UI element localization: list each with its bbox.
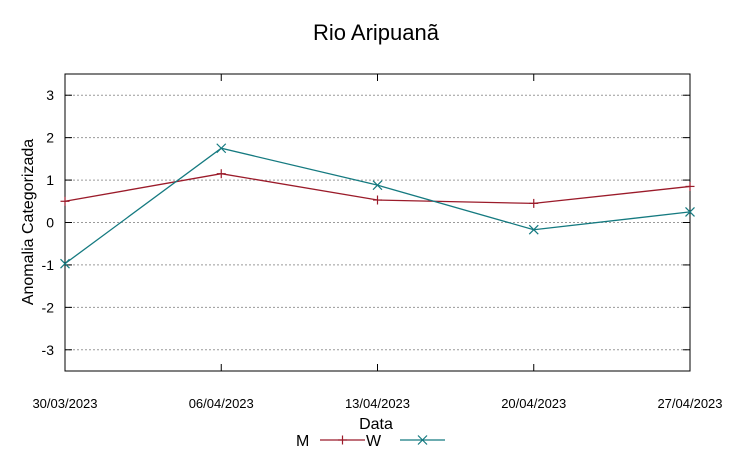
y-tick-label: -2: [42, 299, 55, 315]
chart-title: Rio Aripuanã: [313, 20, 440, 45]
y-tick-label: 0: [46, 215, 54, 231]
x-tick-label: 20/04/2023: [501, 396, 566, 411]
y-tick-label: -3: [42, 342, 55, 358]
y-axis-label: Anomalia Categorizada: [20, 139, 37, 305]
series-w: [60, 143, 695, 269]
x-tick-label: 27/04/2023: [657, 396, 722, 411]
legend-marker: [417, 435, 428, 445]
legend-label: W: [366, 433, 382, 450]
legend-label: M: [296, 433, 309, 450]
y-tick-label: 3: [46, 87, 54, 103]
data-point-w: [685, 206, 695, 217]
y-tick-label: 1: [46, 172, 54, 188]
x-tick-label: 13/04/2023: [345, 396, 410, 411]
data-point-w: [372, 180, 383, 191]
series-group: [60, 143, 695, 269]
legend-marker: [338, 435, 347, 445]
series-m: [60, 169, 695, 208]
data-point-m: [685, 181, 695, 191]
data-point-m: [529, 198, 539, 208]
y-tick-label: 2: [46, 130, 54, 146]
data-point-w: [216, 143, 227, 154]
y-axis-ticks: 3 2 1 0 -1 -2 -3: [42, 87, 690, 358]
series-line-w: [64, 147, 691, 265]
x-axis-ticks: 30/03/2023 06/04/2023 13/04/2023 20/04/2023…: [32, 74, 723, 411]
x-axis-label: Data: [359, 416, 393, 433]
grid: [65, 94, 690, 351]
data-point-m: [60, 196, 70, 206]
y-tick-label: -1: [42, 257, 55, 273]
data-point-w: [528, 224, 539, 235]
legend-item-m: M: [296, 433, 365, 450]
x-tick-label: 06/04/2023: [189, 396, 254, 411]
data-point-w: [60, 258, 70, 269]
legend-item-w: W: [366, 433, 445, 450]
x-tick-label: 30/03/2023: [32, 396, 97, 411]
data-point-m: [216, 169, 226, 179]
data-point-m: [373, 195, 382, 205]
